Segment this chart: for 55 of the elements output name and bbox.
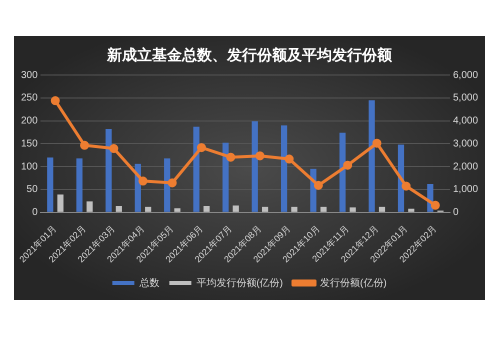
point bbox=[430, 200, 440, 210]
point bbox=[402, 182, 411, 191]
point bbox=[372, 138, 382, 148]
point bbox=[255, 151, 264, 160]
point bbox=[343, 160, 352, 170]
bar bbox=[222, 142, 229, 212]
bar bbox=[174, 208, 180, 212]
point bbox=[284, 154, 294, 164]
point bbox=[138, 176, 148, 186]
bar bbox=[408, 208, 414, 212]
chart-title: 新成立基金总数、发行份额及平均发行份额 bbox=[106, 46, 393, 65]
bar bbox=[193, 126, 200, 212]
y2-tick-label: 6,000 bbox=[452, 70, 478, 81]
point bbox=[314, 180, 323, 190]
bar bbox=[262, 206, 268, 212]
y2-tick-label: 3,000 bbox=[452, 138, 478, 150]
bar bbox=[106, 129, 112, 212]
point bbox=[80, 140, 90, 150]
legend-label: 总数 bbox=[138, 276, 160, 289]
point bbox=[50, 96, 60, 106]
bar bbox=[116, 206, 122, 212]
y-tick-label: 300 bbox=[20, 70, 38, 81]
point bbox=[196, 143, 206, 152]
y2-tick-label: 5,000 bbox=[452, 92, 478, 104]
bar bbox=[145, 206, 152, 212]
bar bbox=[47, 157, 54, 212]
y2-tick-label: 0 bbox=[452, 207, 459, 218]
legend-label: 发行份额(亿份) bbox=[320, 276, 387, 289]
legend-label: 平均发行份额(亿份) bbox=[196, 276, 284, 289]
y-tick-label: 150 bbox=[20, 138, 38, 150]
bar bbox=[320, 206, 327, 212]
y-tick-label: 250 bbox=[20, 92, 38, 104]
y-tick-label: 50 bbox=[26, 184, 38, 196]
point bbox=[226, 152, 236, 162]
bar bbox=[368, 100, 375, 212]
bar bbox=[252, 121, 258, 212]
bar bbox=[76, 158, 82, 212]
y2-tick-label: 4,000 bbox=[452, 116, 478, 127]
y2-tick-label: 2,000 bbox=[452, 161, 478, 172]
bar bbox=[86, 201, 93, 212]
bar bbox=[280, 125, 288, 212]
point bbox=[109, 144, 118, 154]
y-tick-label: 100 bbox=[20, 161, 38, 172]
bar bbox=[57, 194, 64, 212]
y2-tick-label: 1,000 bbox=[452, 184, 478, 196]
y-tick-label: 0 bbox=[32, 207, 38, 218]
bar bbox=[339, 132, 346, 212]
bar bbox=[232, 206, 239, 212]
bar bbox=[350, 207, 356, 212]
bar bbox=[164, 158, 170, 212]
bar bbox=[378, 206, 386, 212]
bar bbox=[291, 206, 298, 212]
y-tick-label: 200 bbox=[20, 116, 38, 127]
bar bbox=[204, 206, 210, 212]
point bbox=[168, 178, 177, 188]
